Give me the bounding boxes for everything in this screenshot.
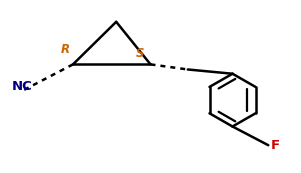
Text: NC: NC: [12, 80, 33, 93]
Text: F: F: [271, 139, 280, 152]
Text: R: R: [61, 43, 70, 56]
Text: S: S: [136, 47, 144, 60]
